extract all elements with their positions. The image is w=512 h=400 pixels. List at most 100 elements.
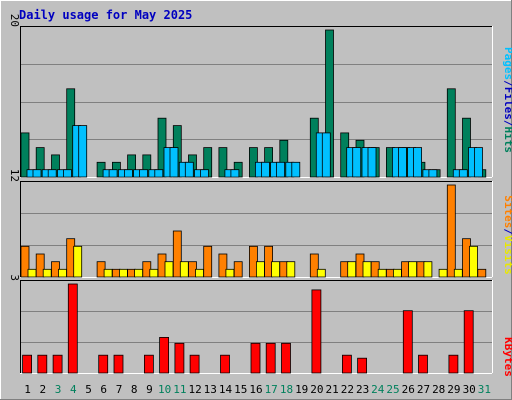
x-tick-label-25: 25: [386, 383, 399, 396]
bar-sites-day-29: [446, 184, 456, 278]
bar-kbytes-day-22: [341, 354, 352, 374]
x-tick-label-9: 9: [146, 383, 153, 396]
bar-visits-day-2: [42, 268, 52, 278]
x-tick-label-30: 30: [463, 383, 476, 396]
bar-pages-day-25: [397, 147, 407, 178]
x-tick-label-3: 3: [55, 383, 62, 396]
x-tick-label-15: 15: [234, 383, 247, 396]
bar-kbytes-day-17: [265, 342, 276, 374]
y-axis-max-label: 3: [8, 274, 21, 281]
y-axis-max-label: 20: [8, 14, 21, 27]
bar-sites-day-11: [172, 230, 182, 278]
bar-visits-day-25: [392, 268, 402, 278]
x-tick-label-4: 4: [70, 383, 77, 396]
bar-pages-day-22: [352, 147, 362, 178]
x-tick-label-19: 19: [295, 383, 308, 396]
bar-visits-day-22: [347, 261, 357, 278]
bar-pages-day-27: [428, 169, 438, 178]
x-tick-label-26: 26: [402, 383, 415, 396]
bar-hits-day-14: [218, 147, 228, 178]
legend-separator: /: [502, 80, 512, 87]
chart-panels: 20 12 3: [8, 14, 493, 374]
bar-pages-day-1: [32, 169, 42, 178]
x-tick-label-7: 7: [116, 383, 123, 396]
bar-pages-day-10: [169, 147, 179, 178]
chart-title: Daily usage for May 2025: [19, 8, 192, 22]
bar-visits-day-20: [316, 268, 326, 278]
bar-kbytes-day-30: [463, 310, 474, 374]
bar-kbytes-day-1: [22, 354, 33, 374]
bar-visits-day-30: [469, 245, 478, 278]
traffic-panel: 20: [8, 14, 493, 178]
x-tick-label-20: 20: [310, 383, 323, 396]
kbytes-panel: 3: [8, 274, 493, 374]
bar-visits-day-11: [179, 261, 189, 278]
bar-kbytes-day-16: [250, 342, 261, 374]
legend-sites: Sites: [502, 195, 512, 228]
x-tick-label-28: 28: [432, 383, 445, 396]
bar-kbytes-day-23: [357, 357, 368, 374]
bar-pages-day-23: [367, 147, 377, 178]
bar-visits-day-16: [255, 261, 265, 278]
x-tick-label-6: 6: [100, 383, 107, 396]
bar-hits-day-29: [446, 88, 456, 178]
bar-visits-day-27: [423, 261, 433, 278]
bar-pages-day-12: [200, 169, 209, 178]
bar-visits-day-4: [73, 245, 83, 278]
bar-visits-day-7: [119, 268, 128, 278]
x-tick-label-8: 8: [131, 383, 138, 396]
legend-visits: Visits: [502, 235, 512, 275]
bar-sites-day-14: [218, 253, 228, 278]
x-tick-label-21: 21: [325, 383, 338, 396]
bar-visits-day-14: [225, 268, 235, 278]
x-tick-label-23: 23: [356, 383, 369, 396]
x-tick-label-12: 12: [188, 383, 201, 396]
bar-pages-day-18: [291, 161, 301, 178]
bar-pages-day-3: [63, 169, 72, 178]
bar-sites-day-13: [203, 245, 213, 278]
bar-visits-day-26: [408, 261, 418, 278]
bar-kbytes-day-14: [220, 354, 230, 374]
x-tick-label-18: 18: [280, 383, 293, 396]
legend-kbytes: KBytes: [502, 337, 512, 377]
bar-pages-day-16: [260, 161, 270, 178]
bar-sites-day-20: [309, 253, 319, 278]
x-tick-label-10: 10: [158, 383, 171, 396]
bar-visits-day-18: [286, 261, 296, 278]
bar-kbytes-day-11: [174, 342, 185, 374]
bar-visits-day-6: [103, 268, 113, 278]
bar-sites-day-1: [20, 245, 30, 278]
bar-visits-day-10: [164, 261, 174, 278]
bar-kbytes-day-3: [52, 354, 63, 374]
x-tick-label-2: 2: [39, 383, 46, 396]
bar-kbytes-day-7: [113, 354, 124, 374]
bar-pages-day-29: [458, 169, 468, 178]
x-tick-label-16: 16: [249, 383, 262, 396]
bar-pages-day-6: [108, 169, 118, 178]
bar-kbytes-day-27: [418, 354, 428, 374]
bar-hits-day-1: [20, 132, 30, 178]
visitors-panel: 12: [8, 169, 493, 278]
x-tick-label-11: 11: [173, 383, 186, 396]
bar-visits-day-28: [438, 268, 448, 278]
bar-kbytes-day-18: [281, 342, 291, 374]
x-tick-label-24: 24: [371, 383, 385, 396]
bar-visits-day-3: [58, 268, 67, 278]
bar-kbytes-day-29: [448, 354, 459, 374]
x-tick-label-31: 31: [478, 383, 491, 396]
bar-pages-day-14: [230, 169, 240, 178]
bar-kbytes-day-10: [159, 336, 170, 374]
legend-hits: Hits: [502, 127, 512, 154]
x-tick-label-29: 29: [447, 383, 460, 396]
legend-pages: Pages: [502, 47, 512, 80]
bar-kbytes-day-2: [37, 354, 48, 374]
x-tick-label-1: 1: [24, 383, 31, 396]
bar-visits-day-8: [134, 268, 144, 278]
legend-separator: /: [502, 228, 512, 235]
legend-traffic: Pages/Files/Hits: [502, 47, 512, 153]
bar-visits-day-24: [377, 268, 387, 278]
x-tick-label-14: 14: [219, 383, 233, 396]
bar-pages-day-30: [474, 147, 483, 178]
y-axis-max-label: 12: [8, 169, 21, 182]
